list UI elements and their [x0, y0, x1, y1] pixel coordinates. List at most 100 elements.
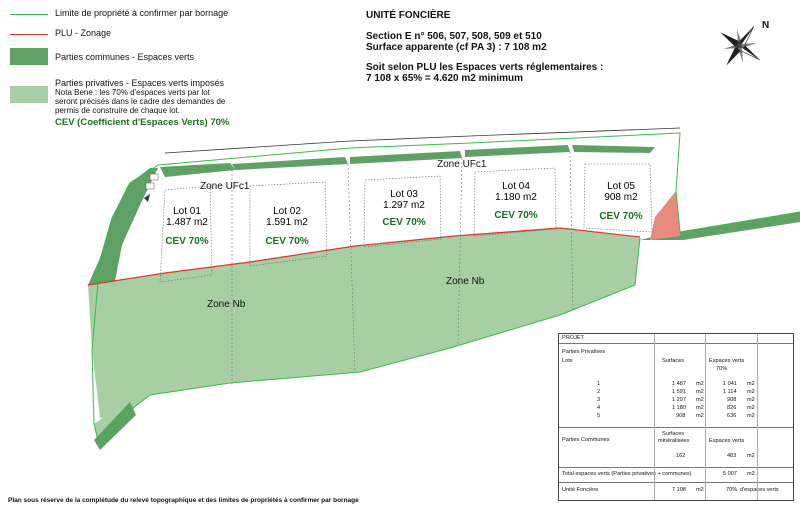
building-envelope — [159, 185, 213, 283]
lot-name: Lot 05 — [607, 181, 635, 192]
lot-cev: CEV 70% — [599, 211, 642, 222]
table-cell: 1 — [597, 381, 601, 387]
table-private-header: Parties Privatives — [562, 349, 606, 355]
building-envelope — [363, 175, 442, 248]
table-cell: m2 — [696, 413, 704, 419]
zone-label: Zone Nb — [207, 299, 246, 310]
nota-bene-line: Nota Bene : les 70% d'espaces verts par … — [55, 88, 210, 97]
plu-zoning-swatch — [10, 34, 48, 35]
property-limit-line — [91, 132, 800, 450]
table-col-green-pct: 70% — [716, 366, 728, 372]
table-unite-label: Unité Foncière — [562, 487, 599, 493]
lot-04-label: Lot 04 1.180 m2 CEV 70% — [494, 181, 537, 221]
table-total-label: Total espaces verts (Parties privatives … — [562, 471, 692, 477]
table-title: PROJET — [562, 335, 585, 341]
table-total-unit: m2 — [747, 471, 755, 477]
table-cell: m2 — [696, 405, 704, 411]
common-green-top — [465, 145, 570, 157]
lot-cev: CEV 70% — [265, 236, 308, 247]
lot-name: Lot 02 — [273, 206, 301, 217]
lot-cev: CEV 70% — [382, 217, 425, 228]
table-common-label: Parties Communes — [562, 437, 610, 443]
table-unite-unit: m2 — [696, 487, 704, 493]
lot-name: Lot 04 — [502, 181, 530, 192]
lot-area: 1.591 m2 — [266, 217, 308, 228]
table-cell: 1 180 — [672, 405, 686, 411]
common-green-top — [232, 157, 348, 170]
lot-divider — [569, 151, 574, 313]
common-green-left — [88, 168, 158, 285]
compass-north-label: N — [762, 20, 769, 31]
table-cell: m2 — [747, 381, 755, 387]
title-plu-line1: Soit selon PLU les Espaces verts régleme… — [366, 62, 604, 73]
building-envelope — [473, 167, 557, 237]
table-col-lots: Lots — [562, 358, 573, 364]
legend-label: Parties communes - Espaces verts — [55, 52, 195, 62]
table-cell: m2 — [696, 381, 704, 387]
table-cell: 5 — [597, 413, 601, 419]
table-col-green: Espaces verts — [709, 358, 745, 364]
private-green-swatch — [10, 86, 48, 103]
title-surface: Surface apparente (cf PA 3) : 7 108 m2 — [366, 42, 547, 53]
site-plan-map: Zone UFc1 Zone UFc1 Zone Nb Zone Nb Lot … — [87, 127, 800, 450]
table-unite-surface: 7 108 — [672, 487, 686, 493]
table-total-value: 5 007 — [723, 471, 737, 477]
table-cell: 1 114 — [723, 389, 737, 395]
table-common-green: 483 — [727, 453, 737, 459]
table-cell: 908 — [676, 413, 686, 419]
table-common-surface-label: Surfaces — [662, 431, 685, 437]
table-cell: m2 — [747, 389, 755, 395]
footer-note: Plan sous réserve de la complétude du re… — [8, 497, 359, 504]
lot-05-label: Lot 05 908 m2 CEV 70% — [599, 181, 642, 222]
compass-rose-icon: N — [712, 14, 772, 74]
table-cell: 2 — [597, 389, 601, 395]
plu-zoning-line — [87, 227, 641, 286]
lot-area: 1.180 m2 — [495, 192, 537, 203]
lot-02-label: Lot 02 1.591 m2 CEV 70% — [265, 206, 308, 247]
legend-label: Limite de propriété à confirmer par born… — [55, 8, 229, 18]
lot-area: 908 m2 — [604, 192, 638, 203]
table-cell: 1 487 — [672, 381, 686, 387]
table-common-surface-label2: minéralisées — [658, 438, 690, 444]
nota-bene-line: permis de construire de chaque lot. — [55, 106, 180, 115]
title-heading: UNITÉ FONCIÈRE — [366, 10, 451, 21]
common-green-top — [350, 151, 462, 164]
lot-divider — [457, 157, 463, 347]
lot-area: 1.487 m2 — [166, 217, 208, 228]
common-green-swatch — [10, 48, 48, 65]
red-triangle — [650, 191, 680, 240]
zone-nb-area — [88, 228, 640, 420]
table-cell: m2 — [747, 397, 755, 403]
summary-table: PROJET Parties Privatives Lots Surfaces … — [558, 333, 794, 501]
lot-cev: CEV 70% — [165, 236, 208, 247]
table-cell: 908 — [727, 397, 737, 403]
cev-legend: CEV (Coefficient d'Espaces Verts) 70% — [55, 117, 230, 128]
table-cell: m2 — [747, 405, 755, 411]
table-cell: 1 041 — [723, 381, 737, 387]
lot-cev: CEV 70% — [494, 210, 537, 221]
table-cell: 1 591 — [672, 389, 686, 395]
building-envelope — [249, 181, 328, 267]
lot-area: 1.297 m2 — [383, 200, 425, 211]
table-cell: m2 — [696, 397, 704, 403]
table-cell: 636 — [727, 413, 737, 419]
lot-name: Lot 03 — [390, 189, 418, 200]
title-plu-line2: 7 108 x 65% = 4.620 m2 minimum — [366, 73, 524, 84]
table-cell: 3 — [597, 397, 601, 403]
legend: Limite de propriété à confirmer par born… — [0, 0, 330, 140]
road-line — [164, 127, 681, 154]
lot-name: Lot 01 — [173, 206, 201, 217]
table-cell: m2 — [696, 389, 704, 395]
table-cell: 4 — [597, 405, 601, 411]
building-envelope — [583, 163, 653, 233]
lot-divider — [347, 163, 356, 373]
table-common-green-unit: m2 — [747, 453, 755, 459]
table-cell: m2 — [747, 413, 755, 419]
title-section: Section E n° 506, 507, 508, 509 et 510 — [366, 31, 542, 42]
zone-label: Zone UFc1 — [200, 181, 250, 192]
table-common-surface: 162 — [676, 453, 686, 459]
zone-label: Zone Nb — [446, 276, 485, 287]
legend-label: Parties privatives - Espaces verts impos… — [55, 78, 225, 88]
nota-bene-line: seront précisés dans le cadre des demand… — [55, 97, 226, 106]
legend-label: PLU - Zonage — [55, 28, 112, 38]
